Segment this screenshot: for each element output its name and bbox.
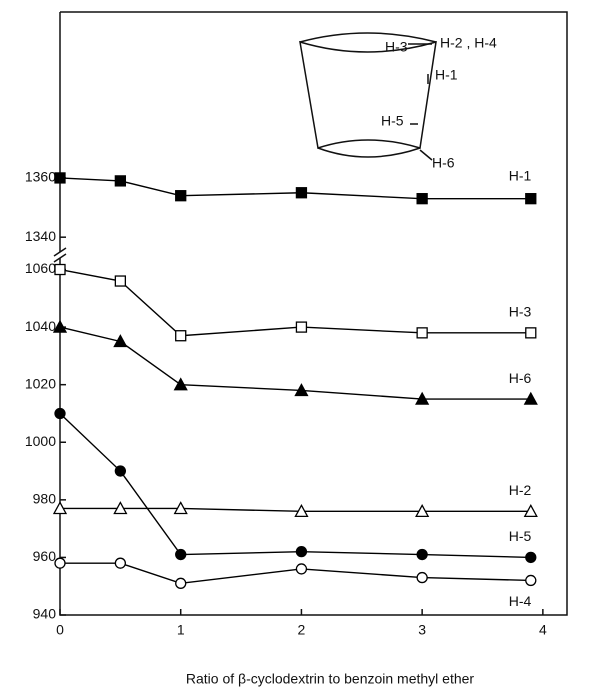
marker (176, 191, 186, 201)
series-line (60, 270, 531, 336)
marker (526, 328, 536, 338)
series-line (60, 327, 531, 399)
y-tick-label: 980 (33, 491, 57, 507)
series-line (60, 563, 531, 583)
plot-frame (60, 12, 567, 615)
marker (115, 176, 125, 186)
inset-label: H-3 (385, 39, 408, 55)
y-tick-label: 960 (33, 548, 57, 564)
marker (296, 188, 306, 198)
marker (417, 194, 427, 204)
series-label: H-2 (509, 482, 532, 498)
marker (55, 408, 65, 418)
marker (526, 575, 536, 585)
marker (296, 547, 306, 557)
series-label: H-6 (509, 370, 532, 386)
marker (115, 466, 125, 476)
marker (417, 573, 427, 583)
inset-label: H-1 (435, 67, 458, 83)
series-label: H-4 (509, 593, 532, 609)
x-axis-label: Ratio of β-cyclodextrin to benzoin methy… (186, 671, 475, 687)
marker (115, 558, 125, 568)
inset-label: H-6 (432, 155, 455, 171)
marker (417, 550, 427, 560)
x-tick-label: 3 (418, 622, 426, 638)
marker (526, 552, 536, 562)
marker (176, 578, 186, 588)
y-tick-label: 1000 (25, 433, 56, 449)
series-label: H-1 (509, 167, 532, 183)
series-label: H-5 (509, 528, 532, 544)
series-line (60, 413, 531, 557)
x-tick-label: 0 (56, 622, 64, 638)
marker (176, 331, 186, 341)
marker (176, 550, 186, 560)
marker (55, 558, 65, 568)
marker (55, 265, 65, 275)
series-label: H-3 (509, 304, 532, 320)
x-tick-label: 4 (539, 622, 547, 638)
marker (417, 328, 427, 338)
marker (55, 173, 65, 183)
chart: H-3 H-2 , H-4 H-1 H-5 H-6 Ratio of β-cyc… (0, 0, 597, 694)
inset-diagram: H-3 H-2 , H-4 H-1 H-5 H-6 (300, 33, 497, 171)
y-tick-label: 1020 (25, 375, 56, 391)
marker (296, 322, 306, 332)
inset-label: H-5 (381, 113, 404, 129)
x-tick-label: 2 (298, 622, 306, 638)
y-tick-label: 1060 (25, 260, 56, 276)
series-line (60, 508, 531, 511)
y-tick-label: 940 (33, 606, 57, 622)
series-line (60, 178, 531, 199)
y-tick-label: 1340 (25, 228, 56, 244)
x-tick-label: 1 (177, 622, 185, 638)
inset-label: H-2 , H-4 (440, 35, 497, 51)
marker (526, 194, 536, 204)
marker (115, 276, 125, 286)
y-tick-label: 1040 (25, 318, 56, 334)
marker (296, 564, 306, 574)
y-tick-label: 1360 (25, 169, 56, 185)
